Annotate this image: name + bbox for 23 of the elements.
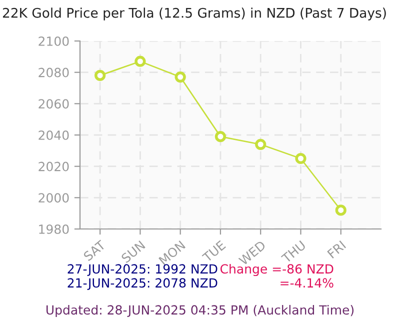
y-tick-label: 1980	[39, 224, 69, 234]
text: =-4.14%	[280, 278, 334, 288]
y-tick-label: 2020	[38, 162, 69, 172]
x-tick-label: THU	[280, 240, 306, 264]
y-tick-label: 2040	[38, 130, 69, 140]
x-tick-label: TUE	[202, 240, 226, 263]
point	[214, 131, 226, 142]
point	[335, 204, 346, 216]
y-tick-label: 2080	[38, 68, 69, 78]
y-tick-label: 2000	[38, 193, 69, 203]
y-tick-label: 2060	[38, 99, 69, 109]
point	[134, 56, 146, 67]
text: Change =-86 NZD	[220, 264, 334, 276]
text: 27-JUN-2025: 1992 NZD	[68, 264, 218, 276]
point	[174, 71, 186, 83]
chart-title: 22K Gold Price per Tola (12.5 Grams) in NZD (Past 7 Days)	[2, 8, 386, 20]
point	[255, 138, 266, 150]
y-tick-label: 2100	[38, 36, 69, 46]
text: 21-JUN-2025: 2078 NZD	[68, 278, 218, 290]
x-tick-label: FRI	[327, 240, 346, 258]
point	[94, 70, 106, 82]
text: Updated: 28-JUN-2025 04:35 PM (Auckland Time)	[46, 304, 354, 318]
point	[295, 152, 306, 164]
